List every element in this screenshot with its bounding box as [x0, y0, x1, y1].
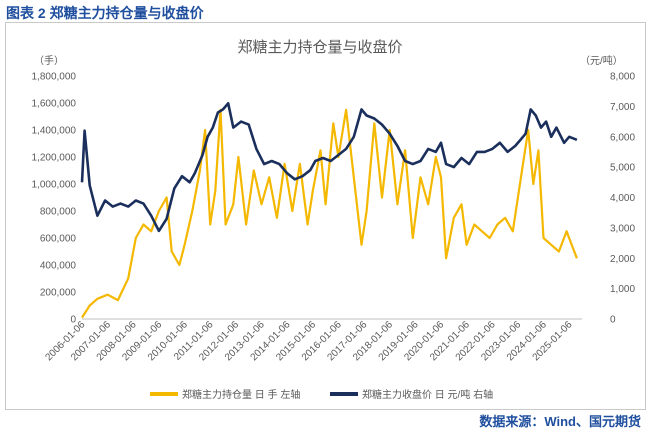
- legend-label-holdings: 郑糖主力持仓量 日 手 左轴: [182, 388, 300, 401]
- chart-frame: [5, 22, 646, 410]
- right-unit-label: （元/吨）: [580, 54, 623, 67]
- left-tick-label: 0: [70, 315, 76, 326]
- left-tick-label: 400,000: [40, 261, 77, 272]
- right-tick-label: 6,000: [610, 132, 635, 143]
- series-line-price: [80, 102, 578, 233]
- right-tick-label: 2,000: [610, 254, 635, 265]
- figure-caption: 图表 2 郑糖主力持仓量与收盘价: [6, 5, 204, 21]
- chart-title: 郑糖主力持仓量与收盘价: [237, 38, 402, 56]
- left-tick-label: 1,400,000: [32, 126, 77, 137]
- right-tick-label: 5,000: [610, 163, 635, 174]
- plot-area: [80, 102, 578, 319]
- left-tick-label: 1,200,000: [32, 153, 77, 164]
- left-tick-label: 1,000,000: [32, 180, 77, 191]
- left-axis-ticks: 0 200,000 400,000 600,000 800,000 1,000,000 1,…: [32, 72, 77, 326]
- right-tick-label: 4,000: [610, 193, 635, 204]
- left-tick-label: 200,000: [40, 288, 77, 299]
- left-tick-label: 600,000: [40, 234, 77, 245]
- left-tick-label: 1,800,000: [32, 72, 77, 83]
- right-tick-label: 1,000: [610, 284, 635, 295]
- left-tick-label: 1,600,000: [32, 99, 77, 110]
- right-tick-label: 8,000: [610, 72, 635, 83]
- right-tick-label: 3,000: [610, 223, 635, 234]
- right-tick-label: 0: [610, 315, 616, 326]
- series-line-holdings: [81, 108, 578, 319]
- right-tick-label: 7,000: [610, 102, 635, 113]
- source-note: 数据来源：Wind、国元期货: [479, 414, 641, 429]
- left-unit-label: （手）: [34, 54, 64, 67]
- x-axis-ticks: 2006-01-062007-01-062008-01-062009-01-06…: [43, 319, 574, 363]
- right-axis-ticks: 0 1,000 2,000 3,000 4,000 5,000 6,000 7,000 8,00…: [610, 72, 635, 326]
- left-tick-label: 800,000: [40, 207, 77, 218]
- legend-label-price: 郑糖主力收盘价 日 元/吨 右轴: [362, 388, 493, 401]
